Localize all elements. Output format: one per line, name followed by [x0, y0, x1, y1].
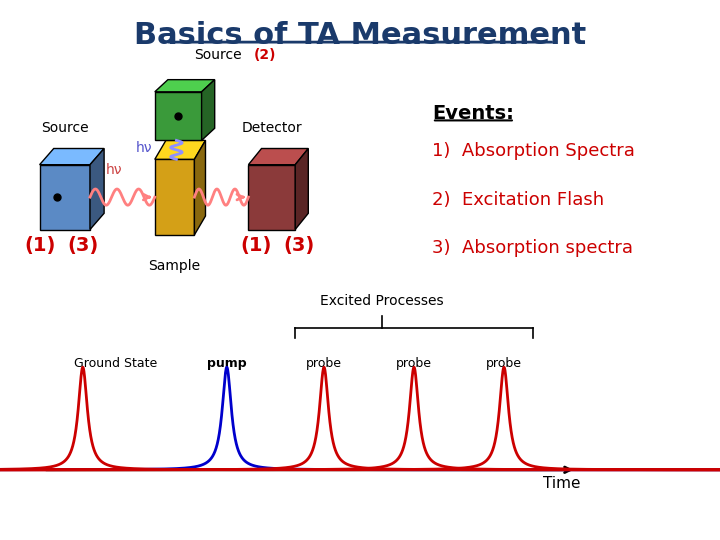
Text: Detector: Detector — [241, 121, 302, 135]
Text: Time: Time — [543, 476, 580, 491]
Text: (2): (2) — [253, 48, 276, 62]
FancyBboxPatch shape — [155, 159, 194, 235]
Text: (3): (3) — [67, 236, 99, 255]
Text: Excited Processes: Excited Processes — [320, 294, 444, 308]
Text: hν: hν — [135, 141, 153, 156]
Polygon shape — [155, 80, 215, 92]
Text: Source: Source — [194, 48, 242, 62]
Text: (3): (3) — [283, 236, 315, 255]
Text: Ground State: Ground State — [73, 357, 157, 370]
Text: Events:: Events: — [432, 104, 514, 123]
Polygon shape — [248, 148, 308, 165]
FancyBboxPatch shape — [248, 165, 295, 230]
Polygon shape — [40, 148, 104, 165]
Text: probe: probe — [306, 357, 342, 370]
Polygon shape — [155, 140, 205, 159]
Text: probe: probe — [486, 357, 522, 370]
Polygon shape — [295, 148, 308, 230]
FancyBboxPatch shape — [40, 165, 90, 230]
Text: (1): (1) — [240, 236, 271, 255]
Text: (1): (1) — [24, 236, 55, 255]
Polygon shape — [202, 80, 215, 140]
Text: Sample: Sample — [148, 259, 201, 273]
Text: probe: probe — [396, 357, 432, 370]
Text: pump: pump — [207, 357, 247, 370]
Text: 2)  Excitation Flash: 2) Excitation Flash — [432, 191, 604, 209]
Polygon shape — [90, 148, 104, 230]
FancyBboxPatch shape — [155, 92, 202, 140]
Text: 3)  Absorption spectra: 3) Absorption spectra — [432, 239, 633, 258]
Text: hν: hν — [105, 163, 122, 177]
Text: Basics of TA Measurement: Basics of TA Measurement — [134, 21, 586, 50]
Polygon shape — [194, 140, 205, 235]
Text: 1)  Absorption Spectra: 1) Absorption Spectra — [432, 142, 635, 160]
Text: Source: Source — [41, 121, 89, 135]
